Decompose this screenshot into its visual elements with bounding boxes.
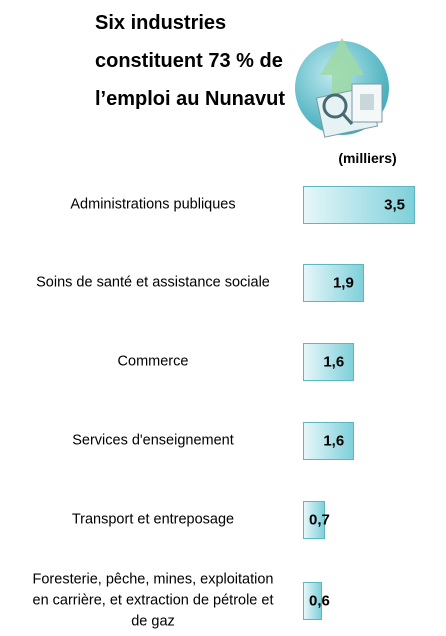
bar [303,264,364,302]
bar [303,343,355,381]
value-label: 3,5 [384,196,405,214]
jobs-icon [295,38,389,138]
bar [303,422,355,460]
category-label: Soins de santé et assistance sociale [36,274,270,291]
value-label: 0,7 [309,511,330,529]
bar [303,582,323,620]
bar [303,501,326,539]
category-label: Commerce [117,353,189,370]
bar [303,186,415,224]
value-label: 1,9 [332,274,354,292]
category-label: Administrations publiques [70,196,236,213]
category-label: Foresterie, pêche, mines, exploitation e… [32,571,274,630]
unit-label: (milliers) [338,150,397,166]
category-label: Transport et entreposage [71,511,235,528]
value-label: 0,6 [309,592,330,610]
value-label: 1,6 [323,432,345,450]
chart-title: Six industries constituent 73 % de l’emp… [95,12,286,110]
value-label: 1,6 [323,353,345,371]
category-label: Services d'enseignement [72,432,234,449]
